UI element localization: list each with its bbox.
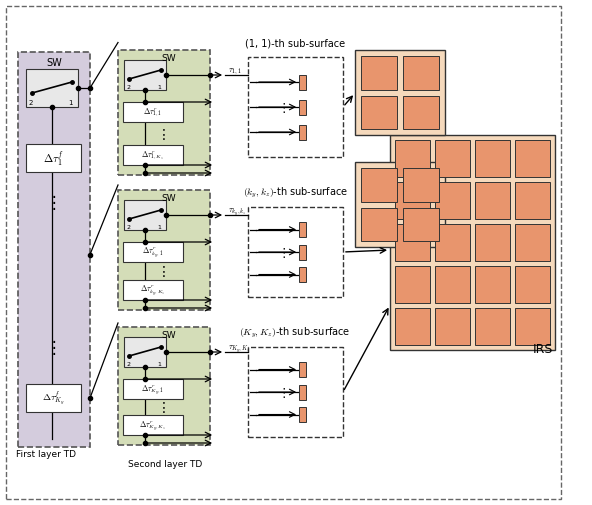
Text: 1: 1 [68,100,72,106]
Bar [123,146,183,166]
Text: $\Delta\tau_{K_y,K_z}^r$: $\Delta\tau_{K_y,K_z}^r$ [140,418,166,432]
Bar [475,183,510,220]
Text: $\Delta\tau_{k_y,K_z}^r$: $\Delta\tau_{k_y,K_z}^r$ [140,283,166,298]
Text: $\Delta\tau_{1,1}^r$: $\Delta\tau_{1,1}^r$ [143,107,163,119]
Text: $\tau_{k_y,k_z}$: $\tau_{k_y,k_z}$ [228,206,247,217]
Text: ⋮: ⋮ [157,265,171,278]
Bar [395,183,430,220]
Bar [515,309,550,345]
Text: SW: SW [162,54,176,63]
Bar [299,245,306,260]
Bar [515,267,550,304]
Text: 2: 2 [29,100,33,106]
Bar [403,208,439,241]
Bar [475,267,510,304]
Text: $(k_y, k_z)$-th sub-surface: $(k_y, k_z)$-th sub-surface [243,185,348,199]
Bar [515,225,550,262]
Bar [475,309,510,345]
Text: $\Delta\tau_{K_y,1}^r$: $\Delta\tau_{K_y,1}^r$ [141,382,165,396]
Text: First layer TD: First layer TD [16,449,76,458]
Bar [435,141,470,178]
Bar [248,58,343,158]
Bar [475,225,510,262]
Bar [403,57,439,90]
Bar [403,169,439,202]
Bar [361,169,397,202]
Text: SW: SW [162,330,176,339]
Text: SW: SW [162,193,176,203]
Bar [26,384,81,412]
Text: $\tau_{1,1}$: $\tau_{1,1}$ [228,67,242,77]
Bar [355,51,445,136]
Text: SW: SW [46,58,62,68]
Text: ⋮: ⋮ [157,400,171,414]
Bar [18,53,90,447]
Bar [395,225,430,262]
Bar [123,280,183,300]
Text: Second layer TD: Second layer TD [128,459,202,468]
Bar [299,223,306,237]
Bar [395,267,430,304]
Bar [435,309,470,345]
Bar [118,327,210,445]
Bar [299,362,306,377]
Bar [390,136,555,350]
Bar [299,100,306,115]
Bar [515,183,550,220]
Bar [118,190,210,311]
Bar [123,103,183,123]
Bar [118,51,210,176]
Text: ⋮: ⋮ [46,338,62,357]
Bar [26,70,78,108]
Text: ⋮: ⋮ [157,127,171,141]
Bar [361,57,397,90]
Bar [248,347,343,437]
Bar [26,145,81,173]
Bar [475,141,510,178]
Text: ⋮: ⋮ [277,386,289,399]
Text: 2: 2 [126,85,130,90]
Bar [123,415,183,435]
Bar [299,268,306,282]
Text: 2: 2 [126,225,130,230]
Text: ⋮: ⋮ [277,246,289,259]
Bar [395,141,430,178]
Bar [395,309,430,345]
Text: $(K_y, K_z)$-th sub-surface: $(K_y, K_z)$-th sub-surface [239,325,350,339]
Bar [435,225,470,262]
Text: $\Delta\tau_{k_y,1}^r$: $\Delta\tau_{k_y,1}^r$ [142,245,163,260]
Bar [299,385,306,400]
Text: $\Delta\tau_{K_y}^f$: $\Delta\tau_{K_y}^f$ [42,389,65,408]
Text: $\Delta\tau_{1,K_z}^r$: $\Delta\tau_{1,K_z}^r$ [141,149,165,162]
Text: ⋮: ⋮ [46,193,62,212]
Bar [403,96,439,130]
Text: 1: 1 [157,225,161,230]
Bar [361,96,397,130]
Bar [299,407,306,422]
Bar [361,208,397,241]
Bar [355,163,445,247]
Text: $\tau_{K_y,K_z}$: $\tau_{K_y,K_z}$ [228,342,250,354]
Bar [248,208,343,297]
Text: 1: 1 [157,361,161,366]
Bar [124,337,166,367]
Text: (1, 1)-th sub-surface: (1, 1)-th sub-surface [245,38,345,48]
Text: 1: 1 [157,85,161,90]
Bar [123,379,183,399]
Text: ⋮: ⋮ [277,102,289,114]
Text: 2: 2 [126,361,130,366]
Bar [124,61,166,91]
Bar [435,267,470,304]
Bar [124,200,166,231]
Bar [515,141,550,178]
Text: IRS: IRS [533,342,553,356]
Bar [123,242,183,263]
Bar [299,75,306,90]
Bar [299,125,306,140]
Text: $\Delta\tau_1^f$: $\Delta\tau_1^f$ [43,149,64,168]
Bar [435,183,470,220]
